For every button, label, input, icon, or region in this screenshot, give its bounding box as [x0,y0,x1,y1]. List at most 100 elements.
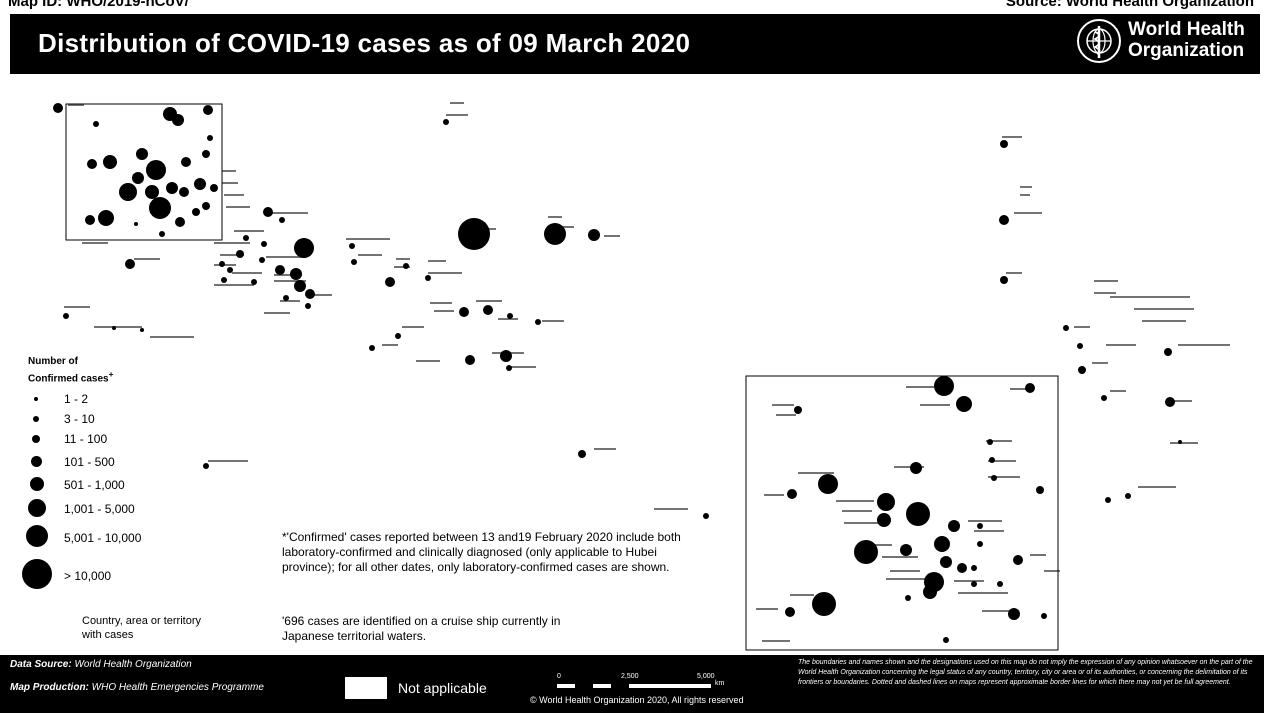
place-label [498,318,518,320]
legend-item: 101 - 500 [20,451,220,475]
legend-label: 5,001 - 10,000 [64,531,142,545]
map-area [10,74,1260,656]
confirmed-cases-note: *'Confirmed' cases reported between 13 a… [282,530,681,574]
place-label [762,640,790,642]
scale-segment [629,684,711,688]
place-label [434,310,454,312]
legend-item: 1,001 - 5,000 [20,497,220,521]
case-bubble [818,474,838,494]
legend-dot-icon [33,416,39,422]
legend-item: 3 - 10 [20,409,220,433]
place-label [548,226,574,228]
case-bubble [192,208,200,216]
case-bubble [854,540,878,564]
case-bubble [251,279,257,285]
who-emblem-icon [1076,18,1122,64]
legend-label: > 10,000 [64,569,112,583]
scale-label-mid: 2,500 [621,673,639,680]
case-bubble [787,489,797,499]
case-bubble [63,313,69,319]
case-bubble [210,184,218,192]
place-label [450,102,464,104]
case-bubble [703,513,709,519]
case-bubble [175,217,185,227]
case-bubble [203,463,209,469]
case-bubble [578,450,586,458]
place-label [274,274,302,276]
case-bubble [119,183,137,201]
who-name-line1: World Health [1128,19,1245,40]
place-label [64,306,90,308]
legend-title-line1: Number of [28,356,78,367]
case-bubble [425,275,431,281]
place-label [968,520,1002,522]
case-bubble [259,257,265,263]
place-label [1020,186,1032,188]
case-bubble [1036,486,1044,494]
place-label [1134,308,1194,310]
place-label [974,530,1004,532]
place-label [382,344,398,346]
scale-unit: km [715,680,725,687]
place-label [1030,554,1046,556]
place-label [1094,280,1118,282]
place-label [1170,442,1198,444]
legend-title-line2: Confirmed cases [28,373,109,385]
case-bubble [588,229,600,241]
case-bubble [483,305,493,315]
case-bubble [275,265,285,275]
case-bubble [136,148,148,160]
case-bubble [1000,276,1008,284]
place-label [982,610,1010,612]
case-bubble [443,119,449,125]
place-label [954,580,984,582]
place-label [430,302,452,304]
place-label [1006,272,1022,274]
place-label [1178,344,1230,346]
case-bubble [458,218,490,250]
place-label [1002,136,1022,138]
case-bubble [166,182,178,194]
place-label [446,114,468,116]
legend-title: Number of Confirmed cases+ [28,356,113,385]
place-label [906,386,940,388]
place-label [860,544,892,546]
place-label [958,592,1008,594]
case-bubble [87,159,97,169]
case-bubble [202,202,210,210]
place-label [266,256,304,258]
place-label [150,336,194,338]
legend-dot-icon [34,397,38,401]
place-label [82,242,108,244]
place-label [988,460,1016,462]
case-bubble [349,243,355,249]
place-label [604,235,620,237]
place-label [476,300,502,302]
legend-item: 1 - 2 [20,389,220,413]
place-label [220,254,244,256]
case-bubble [1008,608,1020,620]
legend-dot-icon [22,559,52,589]
legend-dot-icon [31,456,42,467]
case-bubble [459,307,469,317]
place-label [654,508,688,510]
place-label [428,272,462,274]
case-bubble [971,581,977,587]
place-label [222,170,236,172]
case-bubble [132,172,144,184]
case-bubble [263,207,273,217]
place-label [890,570,920,572]
place-label [396,258,410,260]
case-bubble [900,544,912,556]
place-label [68,104,84,106]
case-bubble [1041,613,1047,619]
case-bubble [146,160,166,180]
place-label [222,182,238,184]
case-bubble [977,541,983,547]
place-label [776,414,796,416]
place-label [214,264,236,266]
disclaimer: The boundaries and names shown and the d… [798,659,1253,686]
place-label [542,320,564,322]
map-production-label: Map Production: [10,682,89,693]
case-bubble [877,493,895,511]
